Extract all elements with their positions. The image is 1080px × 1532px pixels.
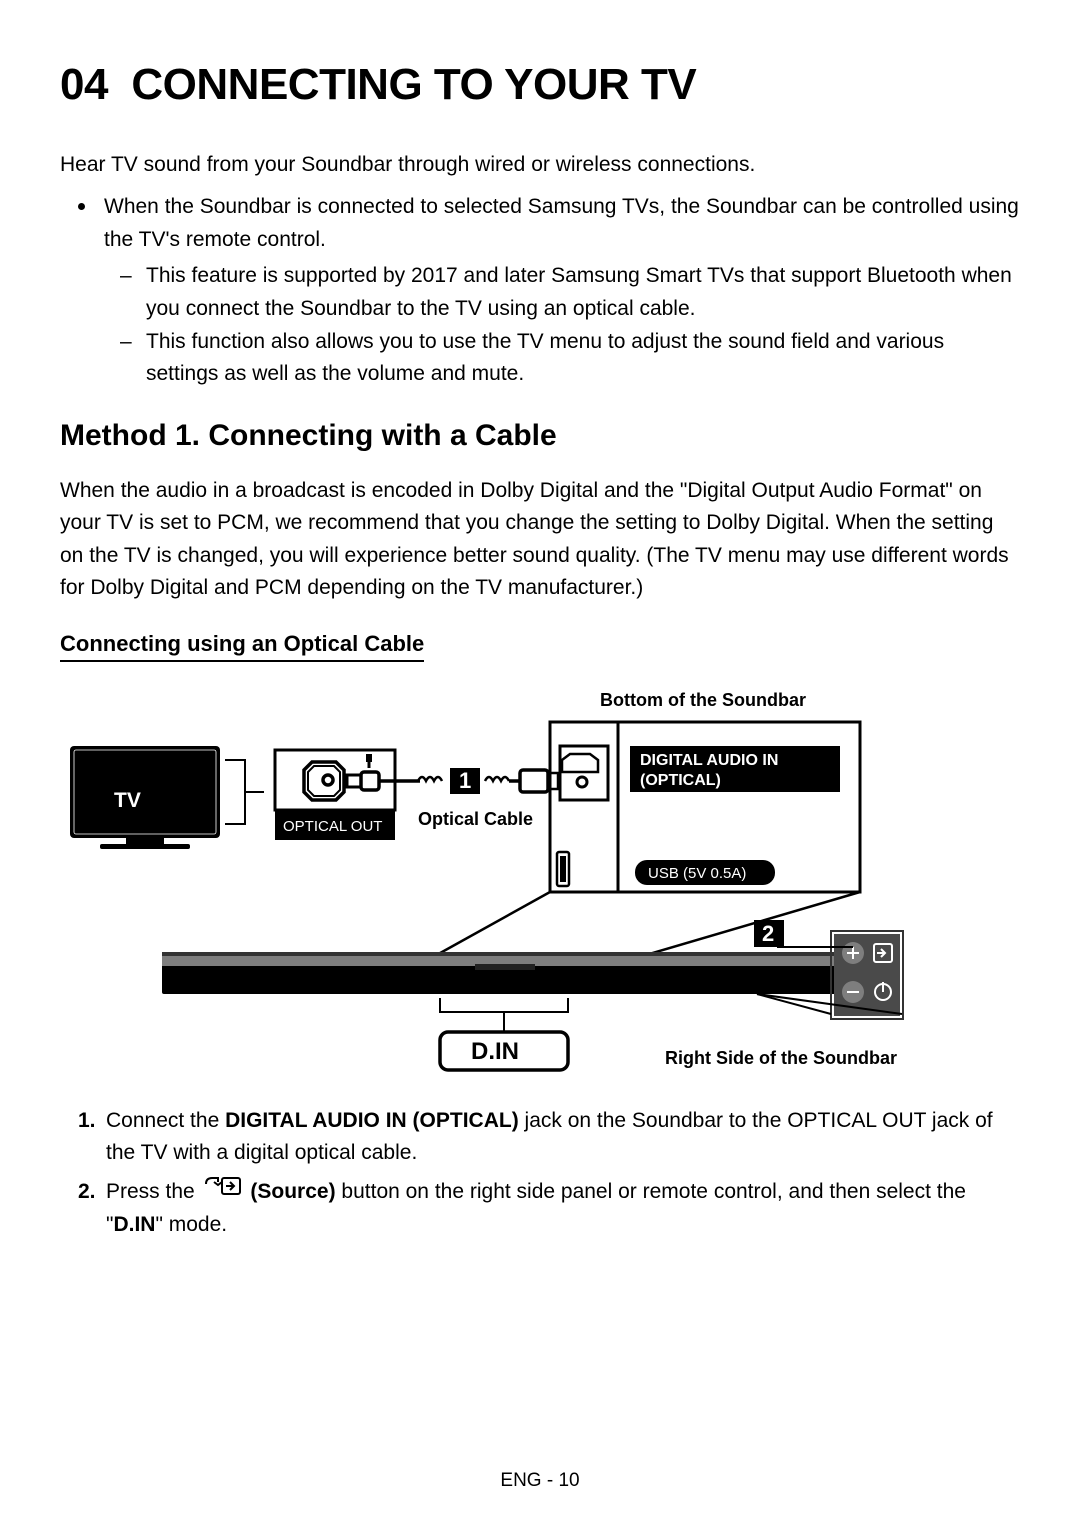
chapter-title: 04 CONNECTING TO YOUR TV: [60, 60, 1020, 110]
step-number: 1.: [78, 1105, 96, 1138]
svg-text:USB (5V 0.5A): USB (5V 0.5A): [648, 865, 746, 882]
step-bold: (Source): [250, 1180, 335, 1203]
step-text-pre: Connect the: [106, 1109, 225, 1132]
svg-text:DIGITAL AUDIO IN: DIGITAL AUDIO IN: [640, 752, 778, 769]
source-icon: [204, 1174, 242, 1207]
svg-text:Optical Cable: Optical Cable: [418, 809, 533, 829]
svg-text:1: 1: [459, 768, 471, 793]
sub-bullet-item: This feature is supported by 2017 and la…: [134, 260, 1020, 325]
method-body: When the audio in a broadcast is encoded…: [60, 475, 1020, 605]
step-text-post: " mode.: [155, 1213, 227, 1236]
chapter-name: CONNECTING TO YOUR TV: [131, 60, 696, 109]
chapter-number: 04: [60, 60, 108, 109]
step-number: 2.: [78, 1176, 96, 1209]
bullet-item: When the Soundbar is connected to select…: [92, 191, 1020, 390]
intro-text: Hear TV sound from your Soundbar through…: [60, 150, 1020, 179]
method-heading: Method 1. Connecting with a Cable: [60, 419, 1020, 453]
step-text-pre: Press the: [106, 1180, 201, 1203]
step-bold: DIGITAL AUDIO IN (OPTICAL): [225, 1109, 519, 1132]
step-1: 1. Connect the DIGITAL AUDIO IN (OPTICAL…: [78, 1105, 1020, 1170]
svg-text:D.IN: D.IN: [471, 1038, 519, 1065]
page-number: ENG - 10: [0, 1470, 1080, 1492]
svg-text:2: 2: [762, 921, 774, 946]
svg-text:TV: TV: [114, 789, 141, 812]
step-bold: D.IN: [113, 1213, 155, 1236]
svg-text:Right Side of the Soundbar: Right Side of the Soundbar: [665, 1048, 897, 1068]
sub-heading: Connecting using an Optical Cable: [60, 631, 424, 662]
sub-bullet-item: This function also allows you to use the…: [134, 326, 1020, 391]
steps-list: 1. Connect the DIGITAL AUDIO IN (OPTICAL…: [78, 1105, 1020, 1241]
main-bullet-list: When the Soundbar is connected to select…: [92, 191, 1020, 390]
step-2: 2. Press the (Source) button on the righ…: [78, 1176, 1020, 1241]
svg-text:OPTICAL OUT: OPTICAL OUT: [283, 818, 382, 835]
connection-diagram: Bottom of the Soundbar TV OPTICAL OUT: [60, 692, 1020, 1077]
bullet-text: When the Soundbar is connected to select…: [104, 195, 1019, 251]
sub-bullet-list: This feature is supported by 2017 and la…: [134, 260, 1020, 390]
svg-text:(OPTICAL): (OPTICAL): [640, 772, 721, 789]
